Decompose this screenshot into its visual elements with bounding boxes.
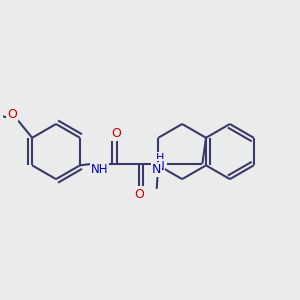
Text: N: N [156, 160, 164, 173]
Text: O: O [8, 108, 17, 122]
Text: NH: NH [91, 163, 108, 176]
Text: O: O [112, 127, 122, 140]
Text: H: H [156, 152, 164, 163]
Text: N: N [152, 163, 161, 176]
Text: O: O [134, 188, 144, 201]
